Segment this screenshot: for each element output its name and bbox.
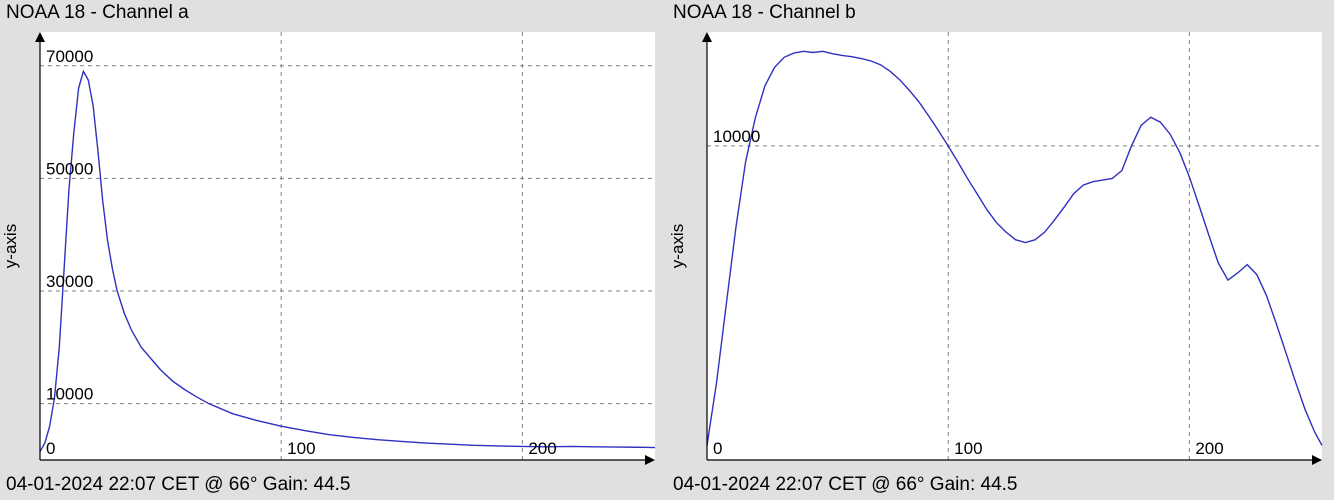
svg-text:0: 0: [46, 439, 55, 458]
svg-text:10000: 10000: [46, 385, 93, 404]
svg-text:y-axis: y-axis: [668, 224, 687, 268]
svg-text:100: 100: [954, 439, 982, 458]
svg-text:200: 200: [1195, 439, 1223, 458]
chart-b: 0 100 200 10000 y-axis: [667, 26, 1334, 472]
panel-footer-b: 04-01-2024 22:07 CET @ 66° Gain: 44.5: [667, 472, 1334, 500]
svg-text:100: 100: [287, 439, 315, 458]
svg-text:50000: 50000: [46, 159, 93, 178]
svg-text:y-axis: y-axis: [1, 224, 20, 268]
panel-title-b: NOAA 18 - Channel b: [667, 0, 1334, 26]
chart-svg-a: 0 100 200 10000 30000 50000 70000 y-axis: [0, 26, 667, 472]
svg-text:30000: 30000: [46, 272, 93, 291]
panel-channel-a: NOAA 18 - Channel a 0 100 200 10000 30000 500…: [0, 0, 667, 500]
svg-text:10000: 10000: [713, 127, 760, 146]
panel-footer-a: 04-01-2024 22:07 CET @ 66° Gain: 44.5: [0, 472, 667, 500]
svg-text:200: 200: [528, 439, 556, 458]
panel-title-a: NOAA 18 - Channel a: [0, 0, 667, 26]
chart-svg-b: 0 100 200 10000 y-axis: [667, 26, 1334, 472]
chart-a: 0 100 200 10000 30000 50000 70000 y-axis: [0, 26, 667, 472]
svg-text:70000: 70000: [46, 47, 93, 66]
svg-text:0: 0: [713, 439, 722, 458]
chart-panels: NOAA 18 - Channel a 0 100 200 10000 30000 500…: [0, 0, 1334, 500]
panel-channel-b: NOAA 18 - Channel b 0 100 200 10000 y-axis 0…: [667, 0, 1334, 500]
